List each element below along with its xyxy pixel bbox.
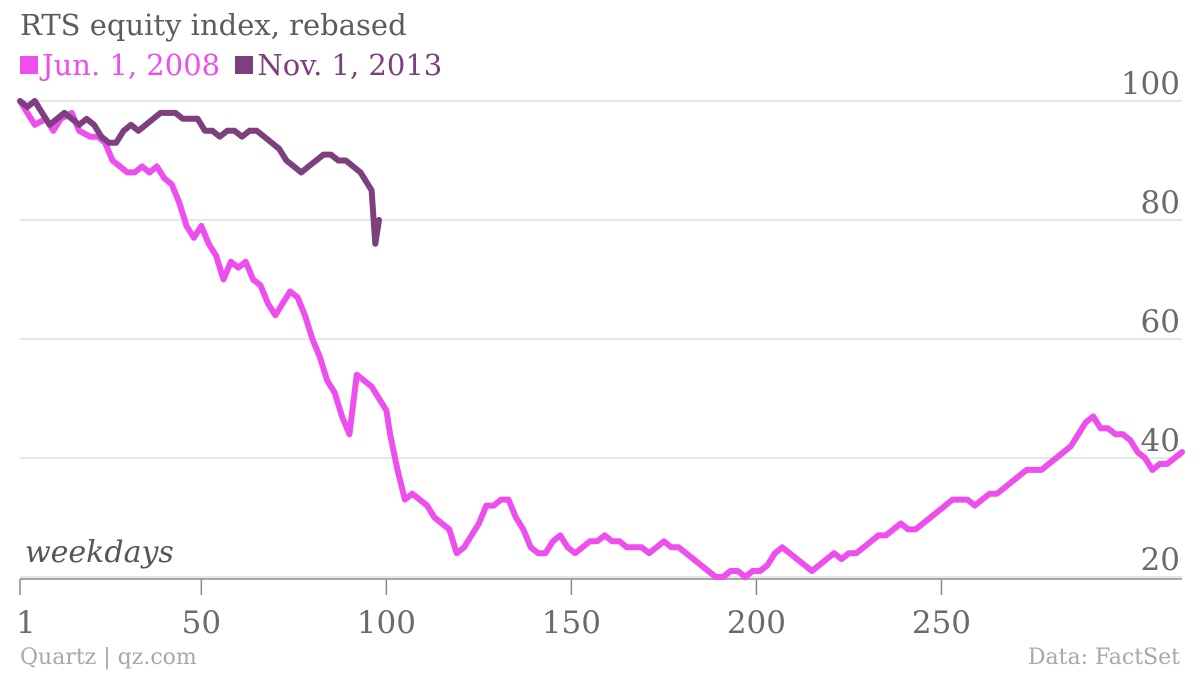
x-tick-label: 50 xyxy=(182,605,221,641)
legend-label-nov-2013: Nov. 1, 2013 xyxy=(257,48,443,82)
x-tick-label: 100 xyxy=(357,605,416,641)
legend-swatch-jun-2008 xyxy=(20,56,38,74)
y-tick-label: 80 xyxy=(1141,185,1180,221)
legend-swatch-nov-2013 xyxy=(235,56,254,74)
x-tick-label: 150 xyxy=(542,605,601,641)
footer-source-right: Data: FactSet xyxy=(1027,645,1180,670)
gridlines xyxy=(20,100,1182,578)
legend-item-jun-2008: Jun. 1, 2008 xyxy=(20,48,220,82)
legend-label-jun-2008: Jun. 1, 2008 xyxy=(42,48,221,82)
footer-source-left: Quartz | qz.com xyxy=(20,645,197,670)
y-tick-label: 40 xyxy=(1141,423,1180,459)
x-tick-label: 200 xyxy=(727,605,786,641)
x-axis: 1 50 100 150 200 250 xyxy=(16,578,1182,641)
y-axis-ticks: 20 40 60 80 100 xyxy=(1121,66,1180,578)
x-axis-label: weekdays xyxy=(25,535,174,570)
x-tick-label: 1 xyxy=(16,605,36,641)
legend: Jun. 1, 2008 Nov. 1, 2013 xyxy=(20,48,448,82)
series-lines xyxy=(17,98,1185,580)
series-line-nov-2013 xyxy=(17,98,382,247)
series-line-jun-2008 xyxy=(17,98,1185,580)
x-tick-label: 250 xyxy=(912,605,971,641)
y-tick-label: 60 xyxy=(1141,304,1180,340)
y-tick-label: 20 xyxy=(1141,542,1180,578)
y-tick-label: 100 xyxy=(1121,66,1180,102)
legend-item-nov-2013: Nov. 1, 2013 xyxy=(235,48,442,82)
chart-title: RTS equity index, rebased xyxy=(20,8,407,42)
